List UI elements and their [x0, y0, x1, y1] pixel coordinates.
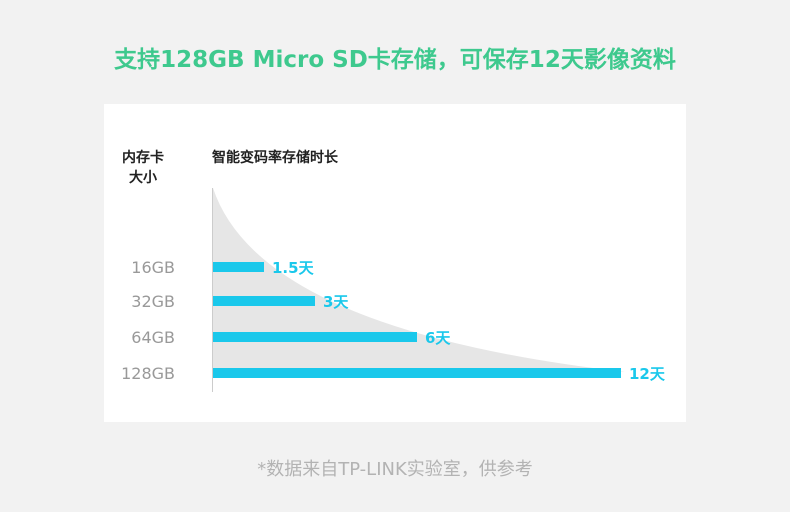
footnote: *数据来自TP-LINK实验室，供参考	[257, 459, 533, 480]
x-axis-label: 智能变码率存储时长	[211, 149, 339, 166]
category-label: 32GB	[131, 292, 175, 311]
value-label: 3天	[323, 293, 349, 311]
decorative-curve-area	[213, 188, 625, 372]
category-label: 128GB	[121, 364, 175, 383]
bar	[213, 368, 621, 378]
value-label: 12天	[629, 365, 666, 383]
y-axis-label-line1: 内存卡	[122, 149, 164, 166]
value-label: 6天	[425, 329, 451, 347]
bar	[213, 296, 315, 306]
bar	[213, 332, 417, 342]
page-title: 支持128GB Micro SD卡存储，可保存12天影像资料	[114, 47, 676, 73]
bar	[213, 262, 264, 272]
category-label: 64GB	[131, 328, 175, 347]
y-axis-label-line2: 大小	[129, 169, 157, 186]
value-label: 1.5天	[272, 259, 315, 277]
category-label: 16GB	[131, 258, 175, 277]
